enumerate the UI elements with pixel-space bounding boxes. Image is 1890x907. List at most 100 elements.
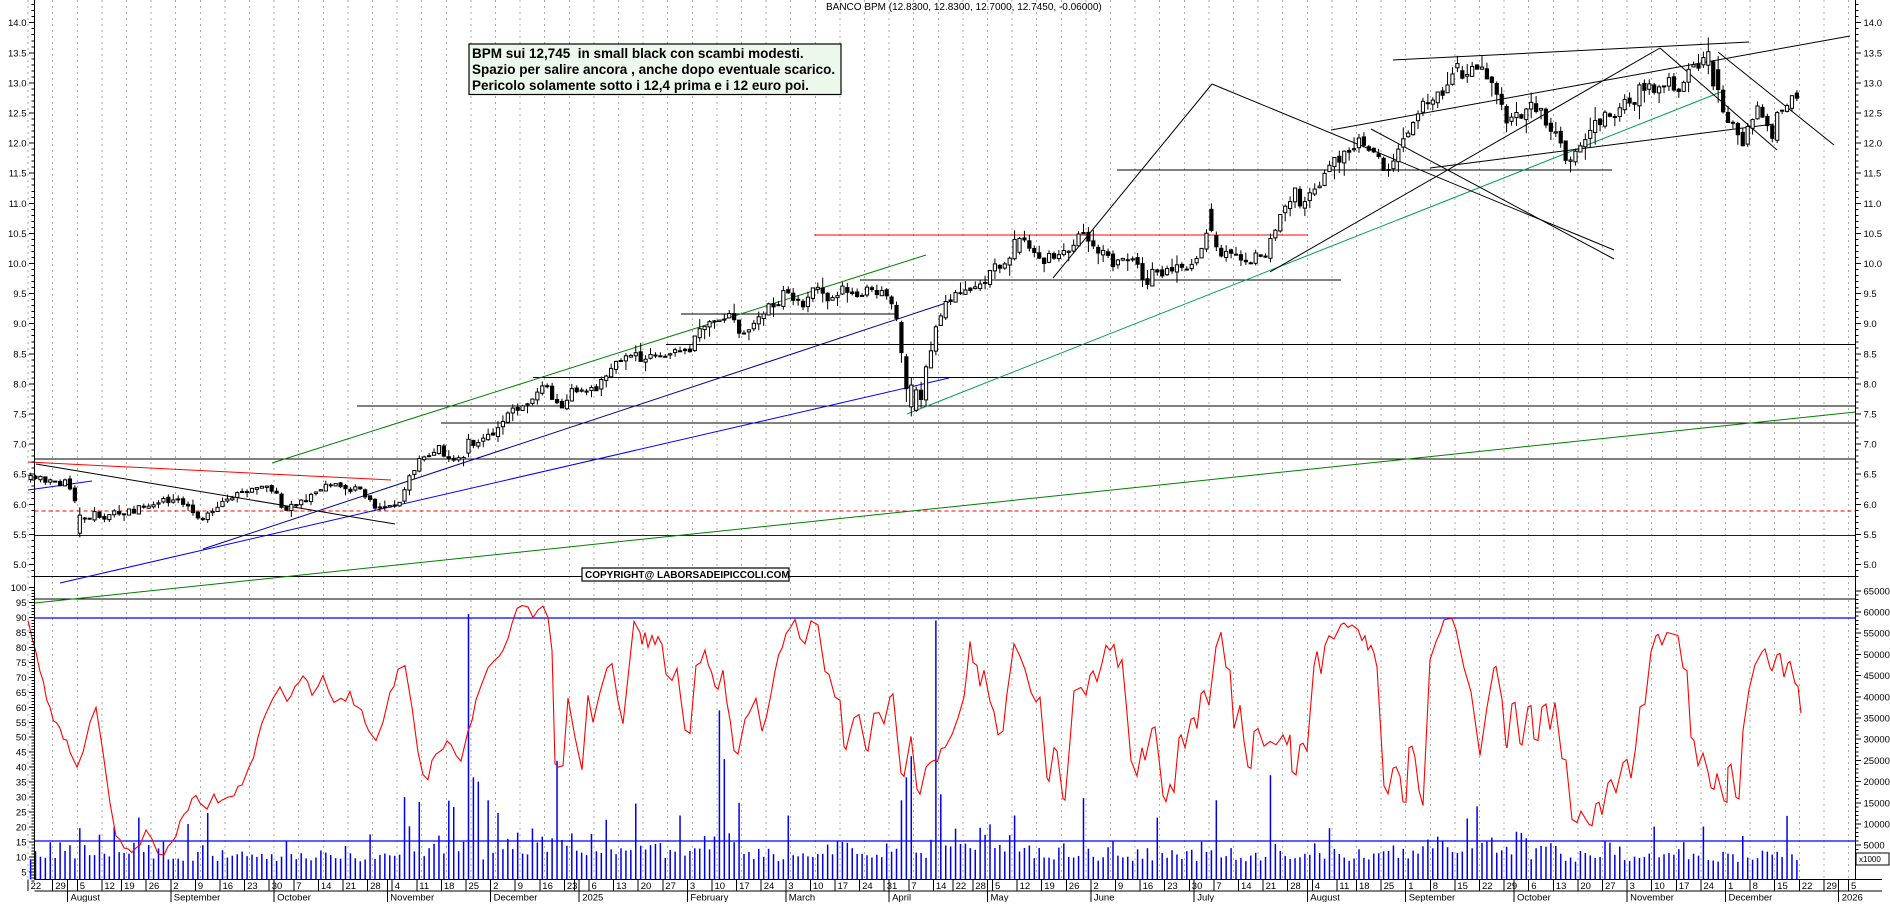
svg-text:9: 9 [198,881,203,892]
svg-text:28: 28 [370,881,381,892]
svg-text:6.5: 6.5 [13,470,26,481]
svg-text:5: 5 [21,867,26,878]
svg-text:19: 19 [124,881,135,892]
svg-text:10: 10 [715,881,726,892]
svg-text:10: 10 [813,881,824,892]
svg-text:28: 28 [975,881,986,892]
svg-text:9: 9 [1118,881,1123,892]
svg-text:BPM sui 12,745 in small black: BPM sui 12,745 in small black con scambi… [472,46,804,61]
svg-text:12: 12 [104,881,115,892]
svg-text:22: 22 [31,881,42,892]
svg-text:25: 25 [1384,881,1395,892]
svg-text:11.5: 11.5 [9,169,27,180]
svg-text:7.0: 7.0 [1864,440,1877,451]
svg-text:15: 15 [1457,881,1468,892]
svg-text:13.0: 13.0 [1864,78,1883,89]
svg-text:17: 17 [739,881,750,892]
svg-text:10.0: 10.0 [1864,259,1883,270]
svg-text:40000: 40000 [1864,692,1890,703]
svg-text:11.0: 11.0 [1864,199,1882,210]
svg-text:30: 30 [16,793,27,804]
svg-text:22: 22 [956,881,967,892]
svg-text:13: 13 [1556,881,1567,892]
svg-text:March: March [789,893,815,903]
svg-text:5: 5 [995,881,1000,892]
svg-text:8: 8 [1433,881,1438,892]
svg-text:19: 19 [1044,881,1055,892]
svg-text:35: 35 [16,778,27,789]
svg-text:12.5: 12.5 [1864,109,1883,120]
svg-text:10: 10 [1654,881,1665,892]
svg-text:29: 29 [1507,881,1518,892]
svg-text:5.5: 5.5 [13,530,26,541]
svg-text:x1000: x1000 [1859,855,1881,864]
svg-text:4: 4 [1315,881,1320,892]
svg-text:7.5: 7.5 [13,410,26,421]
svg-text:12.0: 12.0 [8,139,27,150]
svg-text:2: 2 [493,881,498,892]
svg-text:10.5: 10.5 [8,229,27,240]
svg-text:24: 24 [764,881,775,892]
svg-text:12: 12 [1020,881,1031,892]
svg-text:May: May [991,893,1009,903]
svg-text:13: 13 [616,881,627,892]
svg-text:6.5: 6.5 [1864,470,1877,481]
svg-text:27: 27 [1605,881,1616,892]
svg-text:5000: 5000 [1864,841,1885,852]
svg-text:August: August [1310,893,1340,903]
svg-text:1: 1 [1408,881,1413,892]
svg-text:Spazio per salire ancora , anc: Spazio per salire ancora , anche dopo ev… [472,62,835,77]
svg-text:June: June [1094,893,1115,903]
svg-text:COPYRIGHT@ LABORSADEIPICCOLI.C: COPYRIGHT@ LABORSADEIPICCOLI.COM [585,570,790,581]
svg-text:25: 25 [16,808,27,819]
svg-text:30: 30 [1192,881,1203,892]
svg-text:14: 14 [936,881,947,892]
svg-text:35000: 35000 [1864,714,1890,725]
svg-text:55: 55 [16,718,27,729]
svg-text:20: 20 [1580,881,1591,892]
svg-text:25: 25 [469,881,480,892]
svg-text:February: February [690,893,728,903]
svg-text:70: 70 [16,673,27,684]
svg-text:14.0: 14.0 [8,18,27,29]
svg-text:45: 45 [16,748,27,759]
svg-text:7: 7 [911,881,916,892]
svg-text:8.0: 8.0 [1864,379,1877,390]
svg-text:17: 17 [838,881,849,892]
svg-text:17: 17 [1679,881,1690,892]
svg-text:16: 16 [223,881,234,892]
svg-text:30: 30 [272,881,283,892]
svg-text:24: 24 [1703,881,1714,892]
svg-text:7.0: 7.0 [13,440,26,451]
svg-text:9.5: 9.5 [13,289,26,300]
svg-text:October: October [277,893,311,903]
svg-text:2: 2 [1093,881,1098,892]
svg-text:27: 27 [665,881,676,892]
svg-text:7: 7 [1216,881,1221,892]
svg-text:3: 3 [690,881,695,892]
svg-text:20: 20 [641,881,652,892]
svg-text:July: July [1197,893,1214,903]
svg-text:4: 4 [395,881,400,892]
svg-text:2026: 2026 [1842,893,1863,903]
svg-text:10.0: 10.0 [8,259,27,270]
svg-text:100: 100 [11,583,27,594]
svg-text:18: 18 [1359,881,1370,892]
svg-text:3: 3 [788,881,793,892]
svg-text:18: 18 [444,881,455,892]
svg-text:21: 21 [346,881,357,892]
svg-text:12.5: 12.5 [8,109,27,120]
svg-text:April: April [892,893,911,903]
svg-text:29: 29 [1826,881,1837,892]
svg-text:5.0: 5.0 [13,560,26,571]
svg-text:23: 23 [567,881,578,892]
svg-text:50: 50 [16,733,27,744]
svg-text:13.5: 13.5 [8,48,27,59]
svg-text:3: 3 [1630,881,1635,892]
svg-text:9.5: 9.5 [1864,289,1877,300]
svg-text:10000: 10000 [1864,820,1890,831]
svg-text:16: 16 [1143,881,1154,892]
svg-text:26: 26 [1069,881,1080,892]
svg-text:8.0: 8.0 [13,379,26,390]
svg-text:6.0: 6.0 [13,500,26,511]
